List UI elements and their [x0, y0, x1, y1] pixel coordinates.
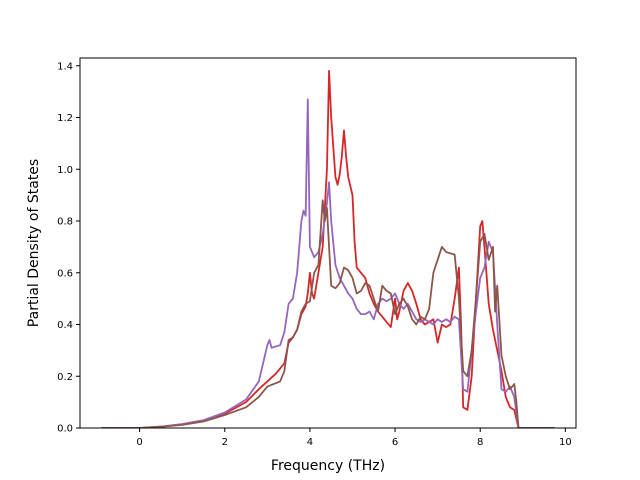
x-tick-label: 8 — [477, 437, 483, 448]
y-tick-label: 0.4 — [57, 320, 73, 331]
x-tick-label: 4 — [307, 437, 313, 448]
plot-frame — [79, 57, 577, 429]
y-tick-label: 0.8 — [57, 217, 73, 228]
series-line-3 — [101, 199, 555, 428]
x-tick-label: 6 — [392, 437, 398, 448]
x-tick-label: 0 — [136, 437, 142, 448]
y-tick-label: 1.4 — [57, 61, 73, 72]
x-axis-label: Frequency (THz) — [271, 458, 385, 474]
y-tick-label: 0.2 — [57, 372, 73, 383]
y-tick-label: 0.0 — [57, 424, 73, 435]
y-tick-label: 0.6 — [57, 268, 73, 279]
y-axis-label: Partial Density of States — [26, 159, 42, 327]
y-axis-ticks: 0.0 0.2 0.4 0.6 0.8 1.0 1.2 1.4 — [57, 61, 80, 435]
y-tick-label: 1.2 — [57, 113, 73, 124]
series-group — [101, 70, 555, 428]
x-tick-label: 10 — [559, 437, 572, 448]
y-tick-label: 1.0 — [57, 165, 73, 176]
x-axis-ticks: 0 2 4 6 8 10 — [136, 428, 572, 448]
x-tick-label: 2 — [222, 437, 228, 448]
plot-area — [79, 57, 577, 429]
